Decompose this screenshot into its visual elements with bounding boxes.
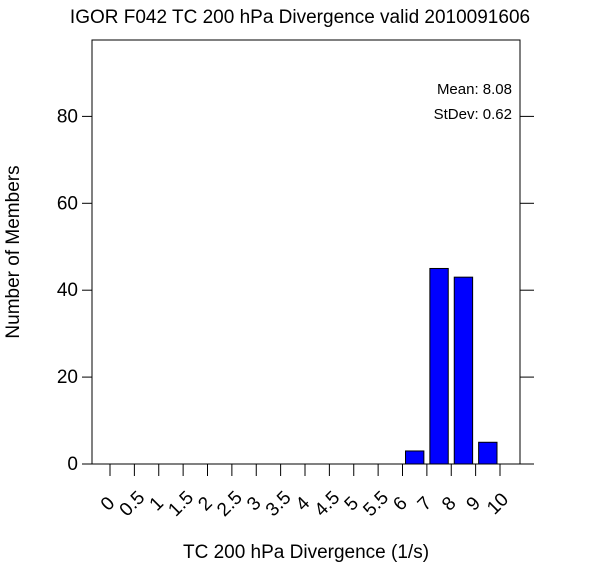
bar-9-10 — [478, 441, 498, 465]
y-tick-label: 40 — [57, 280, 78, 301]
x-tick-label: 4.5 — [311, 487, 345, 521]
y-tick-label: 60 — [57, 193, 78, 214]
x-tick-label: 7 — [414, 493, 436, 515]
y-tick-label: 80 — [57, 106, 78, 127]
x-tick-label: 1 — [146, 493, 168, 515]
x-tick-label: 10 — [483, 489, 513, 519]
x-tick-label: 5.5 — [359, 487, 393, 521]
x-tick-label: 8 — [438, 493, 460, 515]
bar-6-7 — [405, 450, 425, 465]
y-axis: 0 20 40 60 80 — [57, 106, 534, 475]
y-axis-title: Number of Members — [3, 165, 24, 338]
x-tick-label: 2.5 — [213, 487, 247, 521]
x-tick-label: 3.5 — [262, 487, 296, 521]
x-tick-label: 1.5 — [164, 487, 198, 521]
plot-frame — [91, 39, 521, 465]
x-tick-label: 3 — [243, 493, 265, 515]
x-axis-title: TC 200 hPa Divergence (1/s) — [183, 542, 429, 563]
stdev-label: StDev: 0.62 — [434, 106, 512, 123]
y-tick-label: 0 — [67, 454, 78, 475]
x-tick-label: 0.5 — [116, 487, 150, 521]
chart-title: IGOR F042 TC 200 hPa Divergence valid 20… — [70, 7, 530, 28]
y-tick-label: 20 — [57, 367, 78, 388]
mean-label: Mean: 8.08 — [437, 81, 512, 98]
x-tick-label: 5 — [341, 493, 363, 515]
x-tick-label: 6 — [389, 493, 411, 515]
x-tick-label: 4 — [292, 493, 315, 516]
x-tick-label: 9 — [463, 493, 485, 515]
x-tick-label: 2 — [194, 493, 216, 515]
x-axis: 00.511.522.533.544.555.56 7 8 910 — [97, 464, 513, 521]
bars — [405, 267, 498, 465]
x-tick-label: 0 — [97, 493, 119, 515]
bar-8-9 — [453, 276, 474, 465]
bar-7-8 — [429, 267, 449, 465]
